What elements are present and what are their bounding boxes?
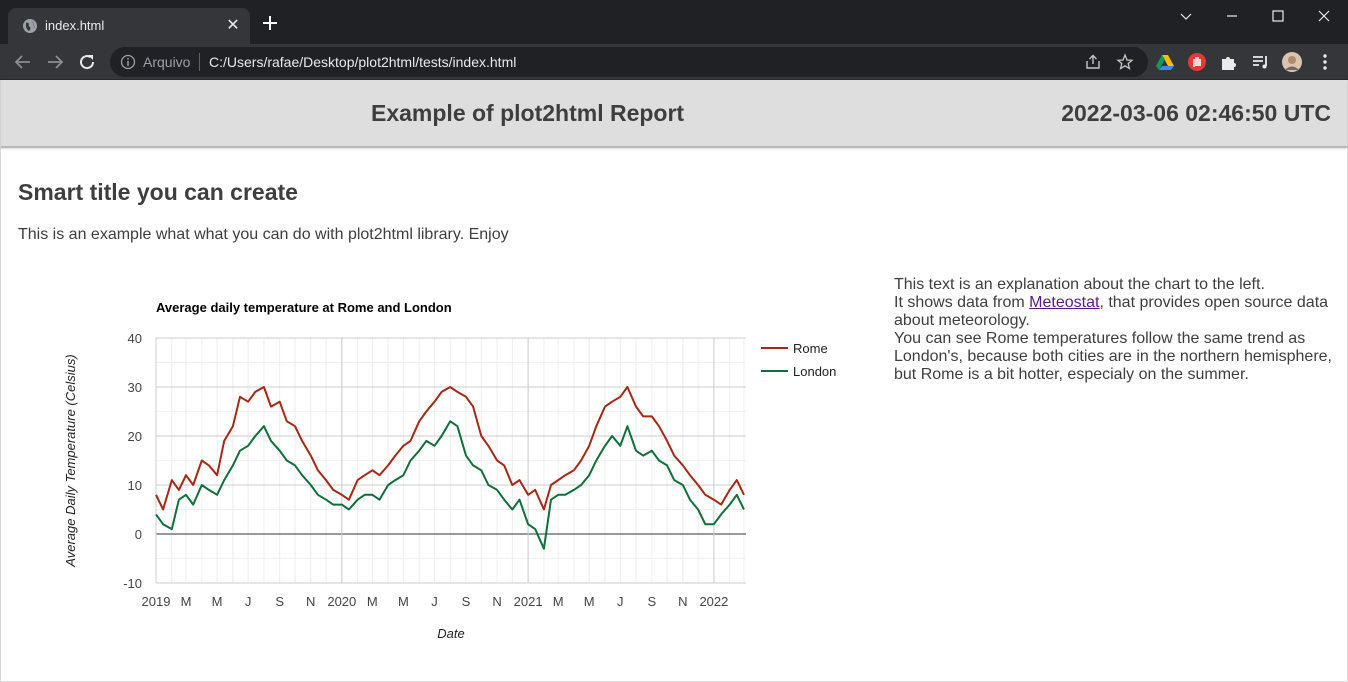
x-tick-label: M: [212, 594, 223, 609]
section-title: Smart title you can create: [18, 179, 298, 205]
tab-search-button[interactable]: [1163, 0, 1209, 32]
drive-icon[interactable]: [1155, 52, 1175, 72]
maximize-button[interactable]: [1255, 0, 1301, 32]
x-tick-label: N: [678, 594, 687, 609]
media-queue-icon[interactable]: [1251, 52, 1271, 72]
x-tick-label: J: [617, 594, 624, 609]
y-tick-label: 0: [135, 527, 142, 542]
star-icon[interactable]: [1116, 53, 1134, 71]
explanation-line-2-prefix: It shows data from: [894, 294, 1030, 311]
y-tick-label: -10: [123, 576, 142, 591]
hand-icon[interactable]: [1187, 52, 1207, 72]
minimize-button[interactable]: [1209, 0, 1255, 32]
plus-icon[interactable]: [260, 13, 280, 33]
url-text[interactable]: C:/Users/rafae/Desktop/plot2html/tests/i…: [209, 54, 517, 70]
x-tick-label: M: [367, 594, 378, 609]
y-tick-label: 20: [128, 429, 142, 444]
y-tick-label: 30: [128, 380, 142, 395]
report-timestamp: 2022-03-06 02:46:50 UTC: [1061, 100, 1331, 126]
x-tick-label: N: [306, 594, 315, 609]
x-tick-label: 2022: [699, 594, 728, 609]
explanation-line-2-suffix: , that provides open source data about m…: [894, 294, 1329, 329]
share-icon[interactable]: [1084, 53, 1102, 71]
meteostat-link[interactable]: Meteostat: [1029, 294, 1100, 311]
minimize-icon: [1227, 15, 1237, 17]
divider: [199, 53, 200, 71]
x-tick-label: J: [245, 594, 252, 609]
close-icon[interactable]: ✕: [226, 17, 240, 34]
x-axis-title: Date: [437, 626, 464, 641]
x-tick-label: 2019: [142, 594, 171, 609]
x-tick-label: S: [275, 594, 284, 609]
page-title: Example of plot2html Report: [371, 100, 685, 126]
address-bar[interactable]: Arquivo C:/Users/rafae/Desktop/plot2html…: [110, 47, 1148, 77]
chart-title: Average daily temperature at Rome and Lo…: [156, 300, 452, 315]
kebab-menu-icon[interactable]: [1315, 52, 1335, 72]
avatar[interactable]: [1282, 52, 1302, 72]
puzzle-icon[interactable]: [1219, 52, 1239, 72]
y-axis-title: Average Daily Temperature (Celsius): [63, 354, 78, 567]
browser-toolbar: Arquivo C:/Users/rafae/Desktop/plot2html…: [0, 44, 1348, 80]
legend-label-rome: Rome: [793, 341, 828, 356]
x-tick-label: S: [647, 594, 656, 609]
window-close-icon: [1318, 10, 1330, 22]
x-tick-label: N: [492, 594, 501, 609]
chart-explanation: This text is an explanation about the ch…: [894, 276, 1334, 384]
info-icon[interactable]: [120, 54, 136, 70]
y-tick-label: 40: [128, 331, 142, 346]
globe-icon: [23, 19, 37, 33]
reload-icon[interactable]: [75, 50, 99, 74]
browser-titlebar: index.html ✕: [0, 0, 1348, 44]
x-tick-label: J: [431, 594, 438, 609]
window-close-button[interactable]: [1301, 0, 1347, 32]
series-line-london: [155, 420, 745, 550]
chevron-down-icon: [1180, 13, 1192, 20]
x-tick-label: M: [181, 594, 192, 609]
x-tick-label: 2021: [514, 594, 543, 609]
report-header: Example of plot2html Report 2022-03-06 0…: [1, 80, 1347, 148]
forward-arrow-icon[interactable]: [43, 50, 67, 74]
series-line-rome: [155, 386, 745, 511]
y-tick-label: 10: [128, 478, 142, 493]
maximize-icon: [1272, 10, 1284, 22]
back-arrow-icon[interactable]: [11, 50, 35, 74]
x-tick-label: M: [398, 594, 409, 609]
tab-title: index.html: [45, 18, 105, 33]
intro-text: This is an example what what you can do …: [18, 226, 509, 243]
x-tick-label: 2020: [327, 594, 356, 609]
x-tick-label: S: [462, 594, 471, 609]
url-scheme-label: Arquivo: [143, 54, 191, 70]
x-tick-label: M: [553, 594, 564, 609]
browser-tab[interactable]: index.html ✕: [8, 8, 250, 44]
explanation-line-3: You can see Rome temperatures follow the…: [894, 330, 1332, 383]
page-content: Example of plot2html Report 2022-03-06 0…: [0, 80, 1348, 682]
legend-label-london: London: [793, 364, 836, 379]
explanation-line-1: This text is an explanation about the ch…: [894, 276, 1265, 293]
x-tick-label: M: [584, 594, 595, 609]
